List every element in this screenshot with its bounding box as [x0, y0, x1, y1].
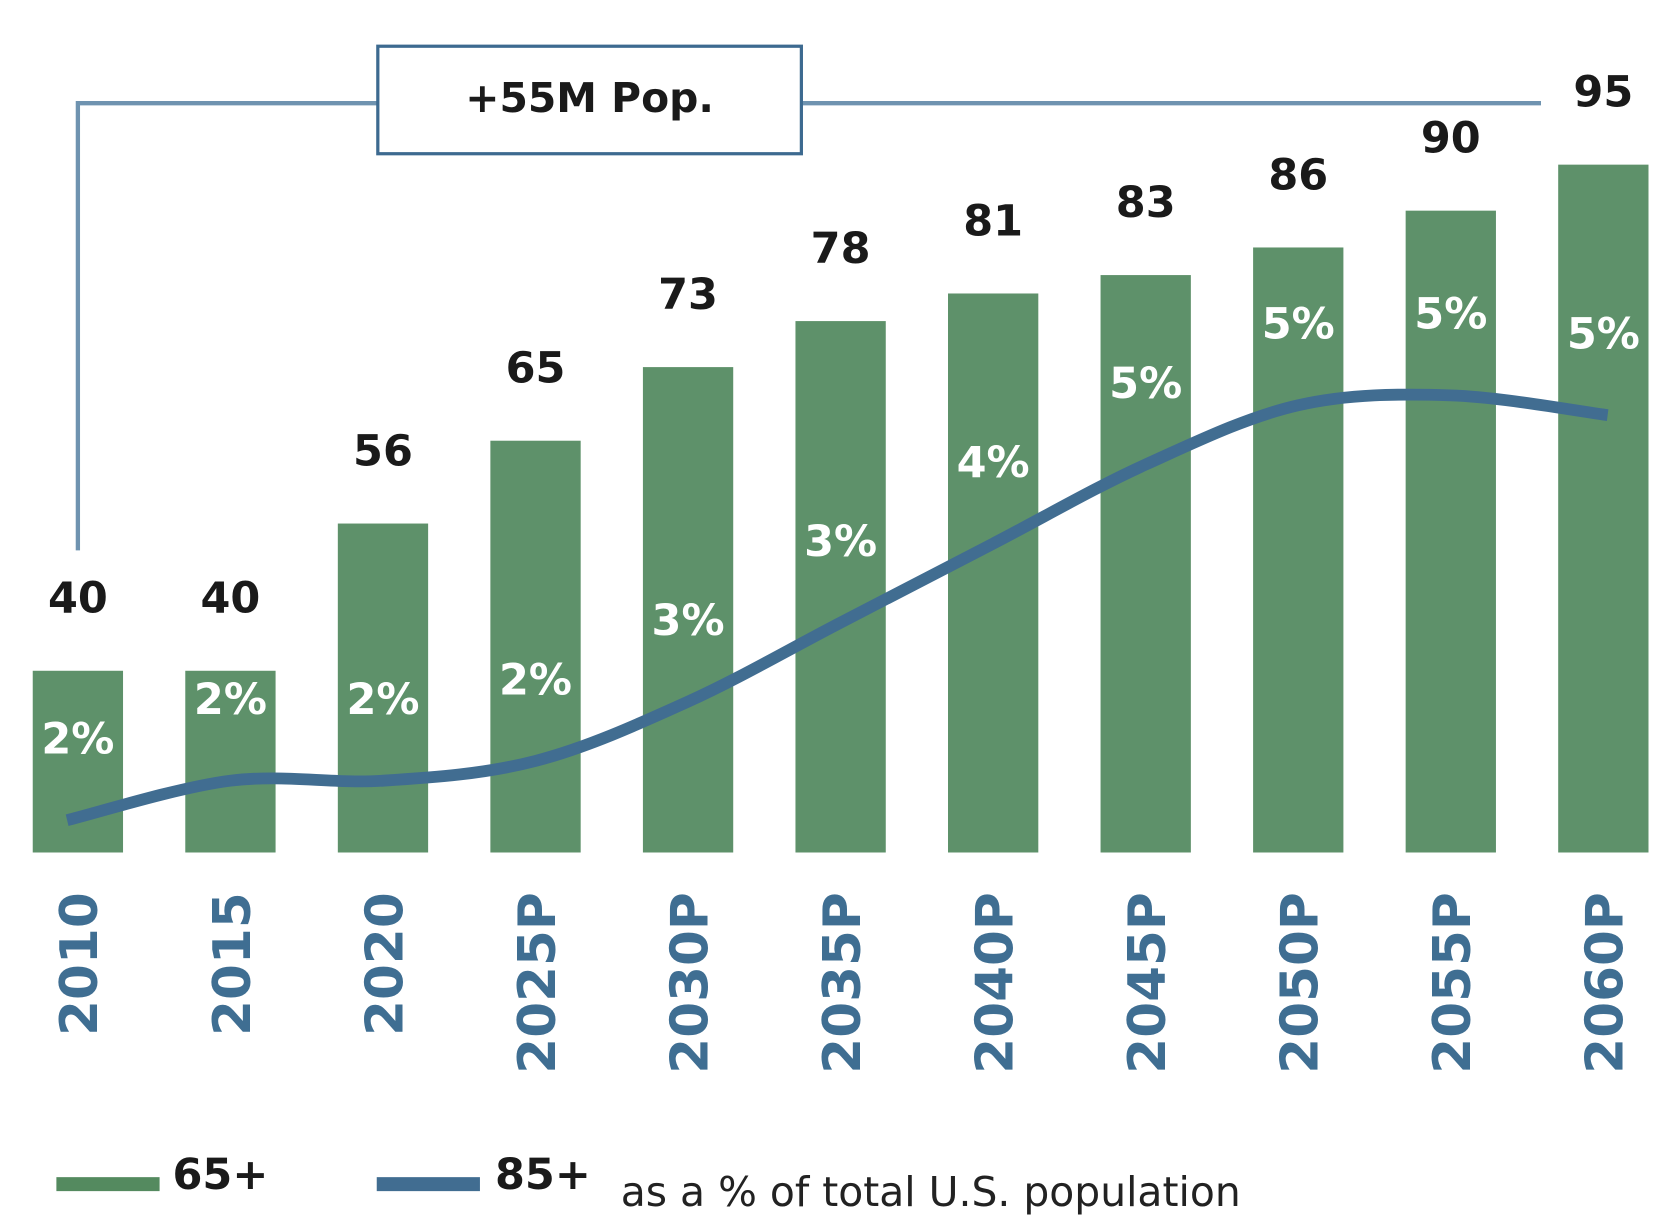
percent-label: 2% — [346, 675, 419, 725]
legend: 65+ 85+ as a % of total U.S. population — [56, 1150, 1241, 1216]
percent-label: 2% — [194, 675, 267, 725]
x-tick-label: 2055P — [1423, 892, 1483, 1073]
bar-2060P — [1558, 164, 1649, 853]
percent-label: 4% — [957, 438, 1030, 488]
x-tick-label: 2035P — [813, 892, 873, 1073]
percent-label: 5% — [1414, 290, 1487, 340]
bar-2030P — [642, 367, 734, 853]
x-tick-label: 2010 — [50, 892, 110, 1036]
bar-2015 — [185, 670, 276, 853]
annotation-bracket: +55M Pop. — [75, 44, 1541, 551]
bar-2050P — [1253, 247, 1344, 853]
percent-label: 2% — [41, 715, 114, 765]
bar-value-label: 40 — [201, 574, 261, 624]
bar-value-label: 95 — [1573, 68, 1633, 118]
x-tick-label: 2040P — [966, 892, 1026, 1073]
bar-value-label: 90 — [1421, 114, 1481, 164]
bar-value-label: 56 — [353, 426, 413, 476]
bar-value-label: 81 — [963, 196, 1023, 246]
x-tick-label: 2045P — [1118, 892, 1178, 1073]
annotation-text: +55M Pop. — [465, 74, 714, 122]
series-line-85plus — [65, 388, 1609, 826]
x-tick-label: 2025P — [508, 892, 568, 1073]
bar-2055P — [1405, 210, 1496, 853]
x-tick-label: 2020 — [355, 892, 415, 1036]
percent-label: 2% — [499, 655, 572, 705]
bar-2025P — [490, 440, 581, 853]
bar-2040P — [948, 293, 1039, 853]
percent-label: 5% — [1262, 300, 1335, 350]
percent-label: 3% — [804, 517, 877, 567]
legend-note: as a % of total U.S. population — [621, 1168, 1241, 1216]
bar-2035P — [795, 321, 886, 853]
bar-value-label: 83 — [1116, 178, 1176, 228]
percent-label: 3% — [652, 596, 725, 646]
percent-label: 5% — [1567, 309, 1640, 359]
legend-swatch-85plus — [376, 1177, 480, 1192]
bracket-line-left — [75, 101, 377, 551]
bar-value-label: 73 — [658, 270, 718, 320]
bar-value-label: 65 — [506, 344, 566, 394]
legend-label-85plus: 85+ — [495, 1150, 591, 1200]
bar-value-label: 40 — [48, 574, 108, 624]
x-tick-label: 2030P — [660, 892, 720, 1073]
bar-2045P — [1100, 275, 1191, 853]
annotation-box — [376, 44, 803, 156]
legend-label-65plus: 65+ — [172, 1150, 268, 1200]
percent-label: 5% — [1109, 359, 1182, 409]
x-tick-label: 2050P — [1271, 892, 1331, 1073]
bar-value-label: 86 — [1268, 150, 1328, 200]
x-tick-label: 2015 — [203, 892, 263, 1036]
legend-swatch-65plus — [56, 1177, 160, 1192]
x-tick-label: 2060P — [1576, 892, 1636, 1073]
bar-2020 — [337, 523, 429, 853]
bar-value-label: 78 — [811, 224, 871, 274]
